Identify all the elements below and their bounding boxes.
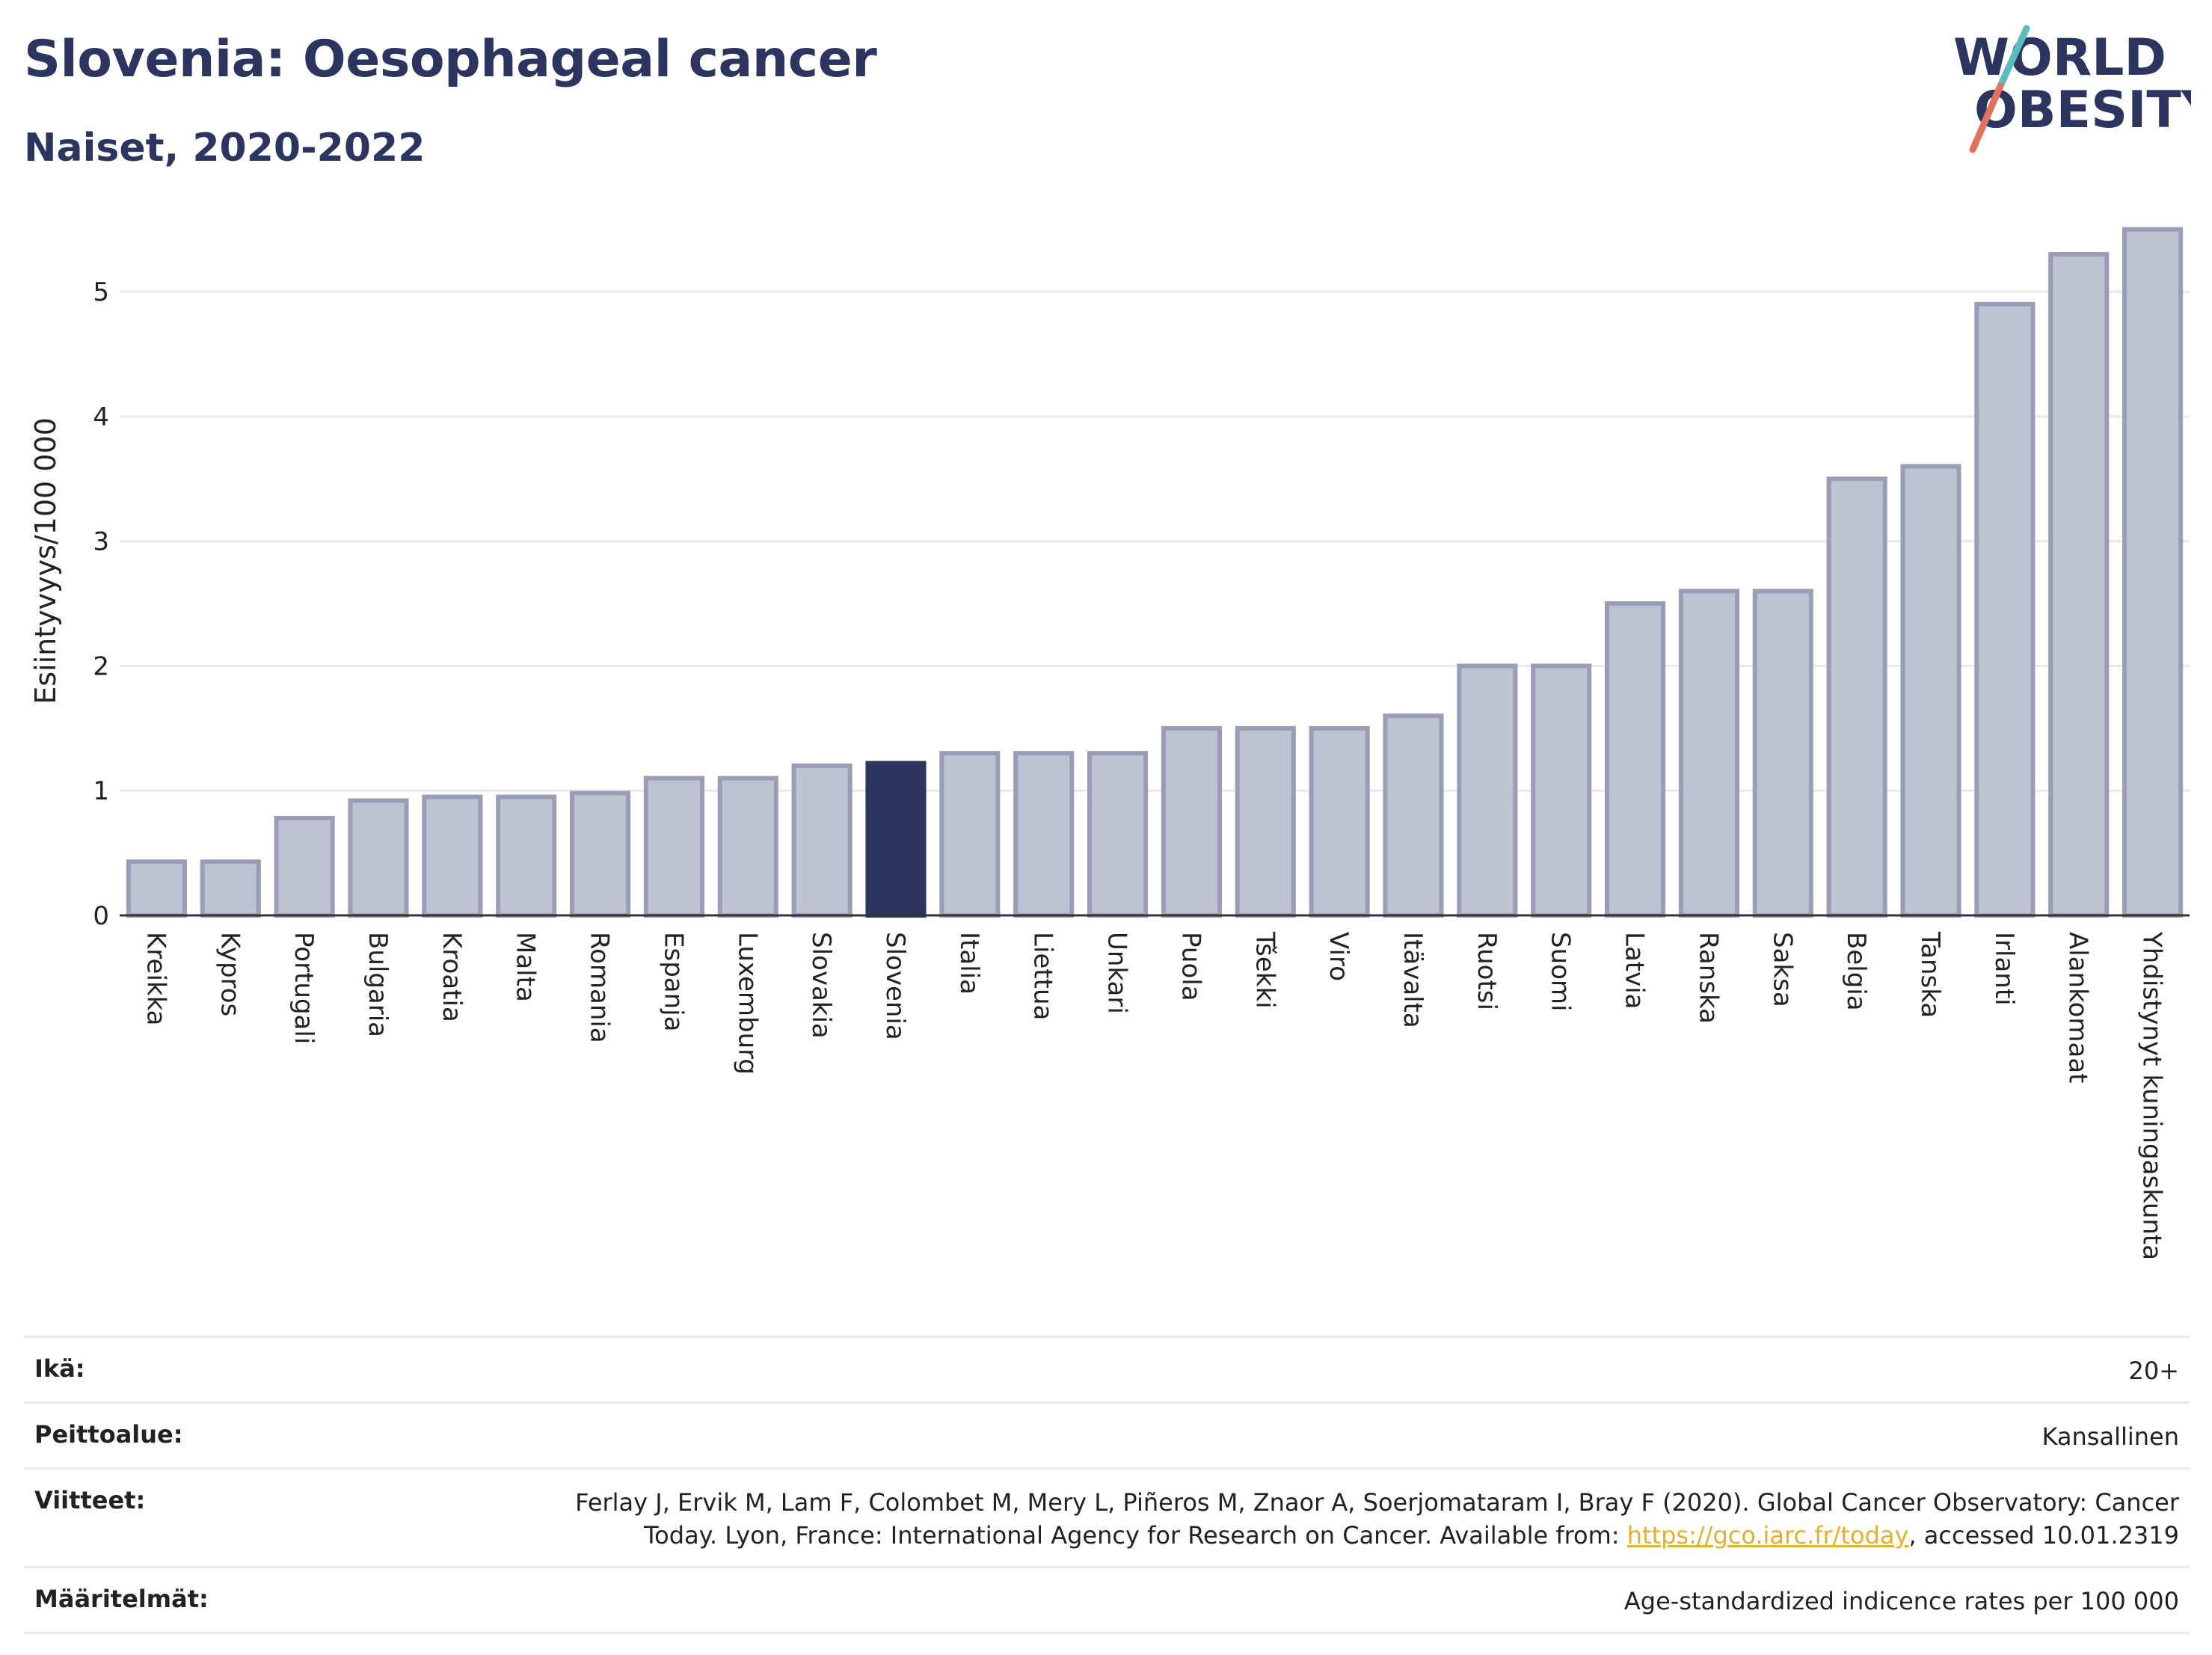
bar-chart: 0 1 2 3 4 5 Kreikka Kypros Portugali Bulgaria Kroa… bbox=[29, 227, 2190, 1260]
y-tick-label: 2 bbox=[93, 651, 109, 681]
bar bbox=[1826, 476, 1887, 918]
y-axis-label: Esiintyvyys/100 000 bbox=[29, 417, 62, 704]
bar bbox=[1605, 601, 1666, 918]
bar bbox=[1161, 725, 1222, 918]
bar bbox=[1235, 725, 1296, 918]
chart-subtitle: Naiset, 2020-2022 bbox=[24, 126, 425, 171]
x-tick-label: Kypros bbox=[215, 932, 245, 1016]
x-tick-label: Saksa bbox=[1767, 932, 1797, 1007]
y-tick-label: 1 bbox=[93, 776, 109, 806]
definitions-value: Age-standardized indicence rates per 100… bbox=[1623, 1587, 2179, 1616]
bar bbox=[1383, 713, 1444, 918]
x-tick-label: Slovakia bbox=[806, 932, 836, 1039]
x-tick-label: Irlanti bbox=[1989, 932, 2019, 1006]
bar bbox=[200, 859, 261, 918]
bar bbox=[791, 763, 852, 918]
bar bbox=[348, 798, 409, 918]
info-table: Ikä: 20+ Peittoalue: Kansallinen Viittee… bbox=[24, 1336, 2190, 1634]
bar bbox=[126, 859, 187, 918]
x-tick-label: Malta bbox=[511, 932, 541, 1002]
bar bbox=[1457, 663, 1518, 918]
references-label: Viitteet: bbox=[34, 1485, 146, 1514]
x-tick-label: Italia bbox=[954, 932, 984, 995]
x-tick-label: Alankomaat bbox=[2063, 932, 2093, 1084]
x-tick-label: Espanja bbox=[658, 932, 688, 1031]
info-row-age: Ikä: 20+ bbox=[24, 1336, 2190, 1401]
x-tick-label: Latvia bbox=[1620, 932, 1650, 1010]
x-tick-label: Ranska bbox=[1693, 932, 1723, 1024]
references-line1: Ferlay J, Ervik M, Lam F, Colombet M, Me… bbox=[575, 1487, 2179, 1517]
y-tick-label: 0 bbox=[93, 901, 109, 931]
x-tick-label: Puola bbox=[1176, 932, 1205, 1001]
info-row-coverage: Peittoalue: Kansallinen bbox=[24, 1401, 2190, 1467]
bar bbox=[1531, 663, 1592, 918]
bar-highlight bbox=[865, 761, 927, 918]
age-value: 20+ bbox=[2128, 1357, 2179, 1385]
bar bbox=[1900, 464, 1961, 918]
y-tick-label: 3 bbox=[93, 527, 109, 557]
bar bbox=[1013, 751, 1075, 918]
bar bbox=[1752, 589, 1813, 918]
bar bbox=[643, 776, 704, 918]
references-line2-pre: Today. Lyon, France: International Agenc… bbox=[644, 1521, 1627, 1550]
bar bbox=[1087, 751, 1149, 918]
bar bbox=[570, 790, 631, 918]
x-tick-label: Bulgaria bbox=[363, 932, 393, 1037]
references-link[interactable]: https://gco.iarc.fr/today bbox=[1626, 1521, 1909, 1550]
logo-accent-coral bbox=[1969, 82, 2004, 153]
logo-line2: OBESITY bbox=[1974, 81, 2191, 140]
chart-title: Slovenia: Oesophageal cancer bbox=[24, 30, 877, 89]
x-tick-label: Itävalta bbox=[1398, 932, 1428, 1028]
bar bbox=[1309, 725, 1370, 918]
x-tick-label: Viro bbox=[1324, 932, 1354, 981]
x-tick-label: Kreikka bbox=[141, 932, 170, 1026]
x-tick-label: Slovenia bbox=[880, 932, 910, 1040]
x-tick-label: Suomi bbox=[1546, 932, 1576, 1012]
bar bbox=[717, 776, 778, 918]
x-tick-label: Tšekki bbox=[1250, 931, 1279, 1009]
y-tick-label: 4 bbox=[93, 402, 109, 432]
x-tick-label: Kroatia bbox=[437, 932, 467, 1022]
definitions-label: Määritelmät: bbox=[34, 1585, 209, 1614]
bars bbox=[126, 227, 2184, 918]
info-row-definitions: Määritelmät: Age-standardized indicence … bbox=[24, 1566, 2190, 1634]
bar bbox=[2122, 227, 2184, 918]
bar bbox=[422, 794, 483, 918]
bar bbox=[496, 794, 557, 918]
x-tick-label: Tanska bbox=[1915, 931, 1945, 1018]
world-obesity-logo: WORLD OBESITY bbox=[1953, 25, 2191, 153]
bar bbox=[274, 815, 335, 918]
x-tick-label: Luxemburg bbox=[732, 932, 762, 1075]
x-tick-label: Yhdistynyt kuningaskunta bbox=[2137, 931, 2167, 1260]
references-value: Ferlay J, Ervik M, Lam F, Colombet M, Me… bbox=[575, 1486, 2179, 1553]
bar bbox=[1678, 589, 1739, 918]
axes: 0 1 2 3 4 5 Kreikka Kypros Portugali Bulgaria Kroa… bbox=[93, 277, 2190, 1260]
age-label: Ikä: bbox=[34, 1354, 85, 1383]
bar bbox=[1974, 301, 2036, 918]
x-tick-label: Romania bbox=[585, 932, 615, 1043]
logo-accent-teal bbox=[1997, 25, 2030, 90]
bar bbox=[939, 751, 1001, 918]
info-row-references: Viitteet: Ferlay J, Ervik M, Lam F, Colo… bbox=[24, 1467, 2190, 1567]
bar bbox=[2048, 252, 2110, 918]
x-tick-label: Ruotsi bbox=[1472, 932, 1502, 1010]
y-tick-label: 5 bbox=[93, 277, 109, 307]
x-tick-label: Belgia bbox=[1841, 932, 1871, 1011]
x-tick-label: Portugali bbox=[289, 932, 319, 1044]
x-tick-label: Liettua bbox=[1028, 932, 1058, 1020]
coverage-label: Peittoalue: bbox=[34, 1419, 183, 1449]
coverage-value: Kansallinen bbox=[2042, 1422, 2179, 1451]
x-tick-label: Unkari bbox=[1102, 932, 1132, 1014]
references-line2-post: , accessed 10.01.2319 bbox=[1908, 1521, 2179, 1550]
logo-line1: WORLD bbox=[1953, 28, 2166, 87]
